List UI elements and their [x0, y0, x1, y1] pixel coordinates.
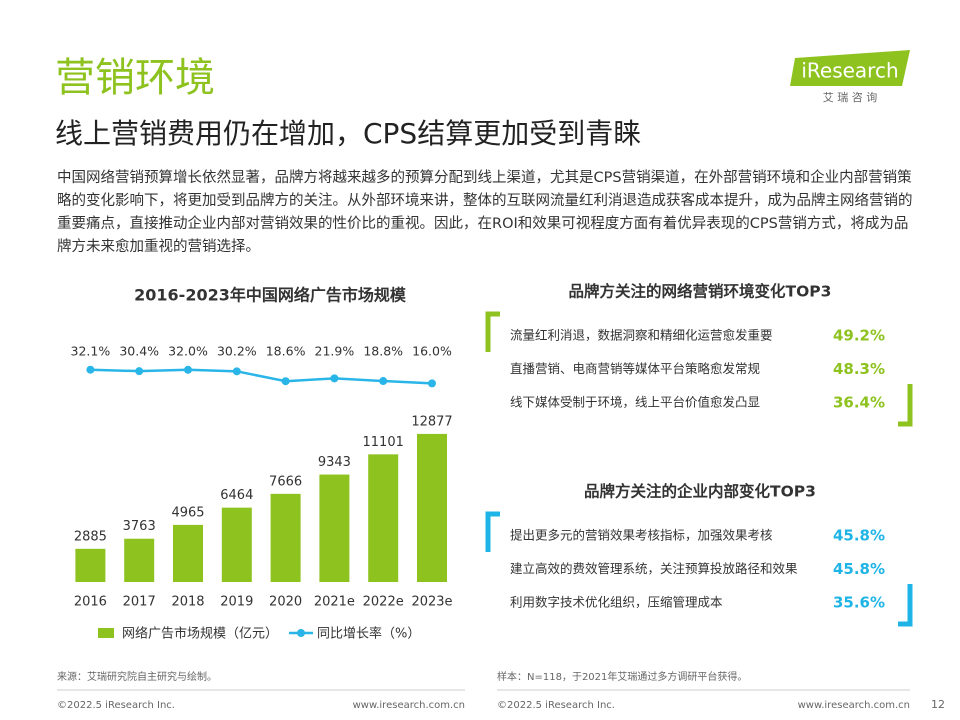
bar-label: 12877	[411, 414, 452, 429]
item-text: 利用数字技术优化组织，压缩管理成本	[510, 595, 723, 610]
x-tick-label: 2021e	[314, 595, 355, 610]
bar-label: 9343	[318, 455, 351, 470]
item-value: 36.4%	[833, 394, 885, 412]
point	[379, 377, 388, 386]
bar-label: 2885	[74, 529, 107, 544]
x-tick-label: 2017	[123, 595, 156, 610]
page-number: 12	[931, 698, 945, 711]
bracket	[485, 311, 500, 352]
point	[281, 377, 290, 386]
legend-swatch	[297, 629, 305, 637]
x-tick-label: 2020	[269, 595, 302, 610]
item-value: 49.2%	[833, 327, 885, 345]
bracket	[898, 384, 913, 427]
bracket	[485, 511, 500, 552]
point-label: 16.0%	[412, 344, 452, 359]
bar-label: 6464	[220, 488, 253, 503]
bar	[173, 524, 203, 582]
panel-title: 品牌方关注的企业内部变化TOP3	[584, 482, 816, 501]
title: 营销环境	[55, 55, 215, 101]
item-text: 提出更多元的营销效果考核指标，加强效果考核	[510, 528, 773, 543]
item-text: 流量红利消退，数据洞察和精细化运营愈发重要	[510, 328, 773, 343]
bar-label: 7666	[269, 474, 302, 489]
bar	[368, 454, 399, 582]
line	[90, 368, 433, 385]
point-label: 18.6%	[266, 344, 306, 359]
item-text: 建立高效的费效管理系统，关注预算投放路径和效果	[510, 561, 798, 576]
item-value: 48.3%	[833, 360, 885, 378]
bar	[75, 548, 106, 582]
panel-title: 品牌方关注的网络营销环境变化TOP3	[569, 282, 832, 301]
point	[184, 365, 192, 374]
bar-label: 4965	[171, 505, 204, 520]
item-value: 45.8%	[833, 560, 885, 578]
item-value: 35.6%	[833, 594, 885, 612]
point-label: 30.4%	[119, 344, 159, 359]
point	[86, 365, 95, 374]
url: www.iresearch.com.cn	[353, 700, 465, 711]
logo-bg	[790, 50, 910, 86]
bar	[124, 538, 155, 582]
point	[232, 367, 241, 376]
legend-swatch	[98, 628, 114, 638]
x-tick-label: 2023e	[411, 595, 452, 610]
x-tick-label: 2022e	[363, 595, 404, 610]
x-tick-label: 2019	[220, 595, 253, 610]
url: www.iresearch.com.cn	[798, 700, 910, 711]
bracket	[898, 584, 913, 627]
bar-label: 3763	[123, 519, 156, 534]
point-label: 30.2%	[217, 344, 257, 359]
item-text: 线下媒体受制于环境，线上平台价值愈发凸显	[510, 395, 760, 410]
point-label: 18.8%	[363, 344, 403, 359]
point	[330, 374, 339, 383]
point-label: 32.1%	[71, 344, 111, 359]
legend-label: 同比增长率（%）	[317, 626, 420, 642]
subtitle: 线上营销费用仍在增加，CPS结算更加受到青睐	[55, 117, 641, 150]
point-label: 21.9%	[315, 344, 355, 359]
body-text: 中国网络营销预算增长依然显著，品牌方将越来越多的预算分配到线上渠道，尤其是CPS…	[57, 170, 913, 255]
source: 样本：N=118，于2021年艾瑞通过多方调研平台获得。	[497, 670, 747, 683]
item-value: 45.8%	[833, 527, 885, 545]
logo-sub: 艾 瑞 咨 询	[823, 90, 878, 104]
copyright: ©2022.5 iResearch Inc.	[497, 700, 615, 711]
point	[428, 379, 436, 388]
source: 来源：艾瑞研究院自主研究与绘制。	[57, 670, 217, 683]
x-tick-label: 2018	[171, 595, 204, 610]
point-label: 32.0%	[168, 344, 208, 359]
copyright: ©2022.5 iResearch Inc.	[57, 700, 175, 711]
point	[135, 367, 144, 376]
legend-label: 网络广告市场规模（亿元）	[122, 626, 278, 642]
bar	[319, 474, 350, 582]
bar	[270, 493, 301, 582]
chart-title: 2016-2023年中国网络广告市场规模	[134, 286, 407, 305]
logo: iResearch	[801, 59, 898, 83]
bar-label: 11101	[363, 435, 404, 450]
x-tick-label: 2016	[74, 595, 107, 610]
item-text: 直播营销、电商营销等媒体平台策略愈发常规	[510, 361, 760, 376]
bar	[221, 507, 252, 582]
bar	[417, 433, 447, 582]
